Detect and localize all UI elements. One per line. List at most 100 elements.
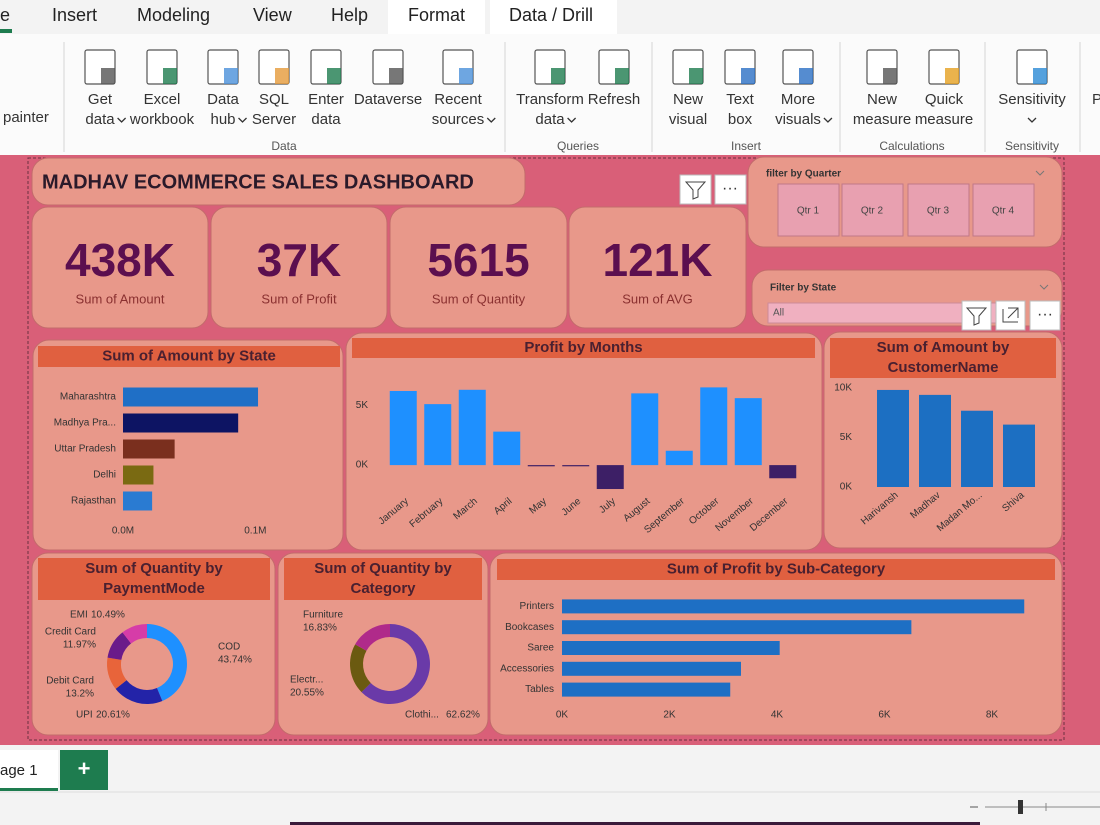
ribbon-tab[interactable]: e [0, 5, 10, 25]
button-label[interactable]: data [535, 111, 565, 128]
button-icon-accent [741, 68, 755, 84]
chart-title: Sum of Quantity by [314, 560, 452, 577]
bar [769, 465, 797, 479]
clipped-button[interactable]: P [1092, 91, 1100, 108]
button-label[interactable]: Get [88, 91, 113, 108]
button-label[interactable]: Enter [308, 91, 344, 108]
ribbon-tab[interactable]: Format [408, 5, 465, 25]
selection-border [27, 157, 1065, 741]
x-tick-label: 0.1M [244, 526, 266, 537]
more-icon[interactable] [1029, 300, 1061, 331]
focus-icon[interactable] [995, 300, 1026, 331]
slicer-option[interactable] [907, 183, 970, 237]
bar [527, 465, 555, 467]
ribbon-tab[interactable]: Insert [52, 5, 97, 25]
slicer-title: Filter by State [770, 283, 837, 294]
slicer-option[interactable] [777, 183, 840, 237]
status-bar [0, 745, 1100, 825]
y-tick-label: Printers [520, 601, 554, 612]
button-icon-accent [275, 68, 289, 84]
bar [562, 682, 731, 697]
kpi-label: Sum of Quantity [432, 291, 526, 306]
button-label[interactable]: Dataverse [354, 91, 422, 108]
clipped-button[interactable]: painter [3, 109, 49, 126]
add-page-label: + [78, 756, 91, 781]
bar [562, 465, 590, 467]
button-label[interactable]: sources [432, 111, 485, 128]
button-label[interactable]: data [311, 111, 341, 128]
ribbon-group-label: Queries [557, 139, 599, 153]
slice-value: 20.55% [290, 688, 324, 699]
kpi-value: 37K [257, 234, 341, 286]
slice-name: Electr... [290, 675, 323, 686]
filter-icon[interactable] [679, 174, 712, 205]
chart-header [38, 346, 340, 367]
kpi-card [210, 206, 388, 329]
filter-icon[interactable] [961, 300, 992, 331]
bar [919, 394, 951, 487]
ribbon-tab[interactable]: Help [331, 5, 368, 25]
button-icon-accent [689, 68, 703, 84]
chart-title: CustomerName [888, 359, 999, 376]
button-label[interactable]: Recent [434, 91, 482, 108]
ribbon-tab[interactable]: Data / Drill [509, 5, 593, 25]
button-label[interactable]: New [867, 91, 897, 108]
button-icon-accent [459, 68, 473, 84]
button-label[interactable]: hub [210, 111, 235, 128]
x-tick-label: 4K [771, 710, 784, 721]
button-label[interactable]: measure [853, 111, 911, 128]
button-label[interactable]: More [781, 91, 815, 108]
button-label[interactable]: Excel [144, 91, 181, 108]
y-tick-label: Uttar Pradesh [54, 444, 116, 455]
button-label[interactable]: Transform [516, 91, 584, 108]
kpi-value: 121K [603, 234, 713, 286]
tab-underline [0, 29, 12, 33]
button-label[interactable]: New [673, 91, 703, 108]
slice-name: COD [218, 642, 240, 653]
chevron [1035, 170, 1045, 176]
kpi-card [389, 206, 568, 329]
button-label[interactable]: Server [252, 111, 296, 128]
bar [493, 431, 521, 466]
bar [562, 661, 741, 676]
slicer-option-label: Qtr 4 [992, 206, 1015, 217]
button-label[interactable]: data [85, 111, 115, 128]
x-tick-label: 0K [556, 710, 569, 721]
button-label[interactable]: Data [207, 91, 239, 108]
bar [562, 620, 912, 635]
slicer-option[interactable] [841, 183, 904, 237]
page-tab[interactable]: age 1 [0, 762, 38, 779]
button-label[interactable]: Quick [925, 91, 964, 108]
button-icon-accent [1033, 68, 1047, 84]
button-label[interactable]: Sensitivity [998, 91, 1066, 108]
button-label[interactable]: SQL [259, 91, 289, 108]
slicer-option[interactable] [972, 183, 1035, 237]
button-label[interactable]: box [728, 111, 753, 128]
y-tick-label: Madhya Pra... [54, 418, 116, 429]
bar [123, 413, 239, 433]
ribbon-tab[interactable]: Modeling [137, 5, 210, 25]
slice-name: Furniture [303, 610, 343, 621]
x-tick-label: 0.0M [112, 526, 134, 537]
slice-name: Debit Card [46, 676, 94, 687]
kpi-card [31, 206, 209, 329]
button-label[interactable]: visuals [775, 111, 821, 128]
button-label[interactable]: workbook [129, 111, 195, 128]
button-label[interactable]: measure [915, 111, 973, 128]
button-label[interactable]: visual [669, 111, 707, 128]
ribbon-tab[interactable]: View [253, 5, 293, 25]
slice-value: 62.62% [446, 710, 480, 721]
zoom-thumb[interactable] [1018, 800, 1023, 814]
page-tab-underline [0, 788, 58, 791]
ribbon-group-label: Sensitivity [1005, 139, 1059, 153]
add-page-button[interactable] [60, 750, 108, 790]
more-icon[interactable] [714, 174, 747, 205]
slice-value: 13.2% [66, 689, 94, 700]
button-label[interactable]: Text [726, 91, 754, 108]
more-glyph: ··· [1037, 306, 1053, 323]
bar [123, 439, 175, 459]
button-label[interactable]: Refresh [588, 91, 641, 108]
y-tick-label: Accessories [500, 663, 554, 674]
slice-name: UPI [76, 710, 93, 721]
